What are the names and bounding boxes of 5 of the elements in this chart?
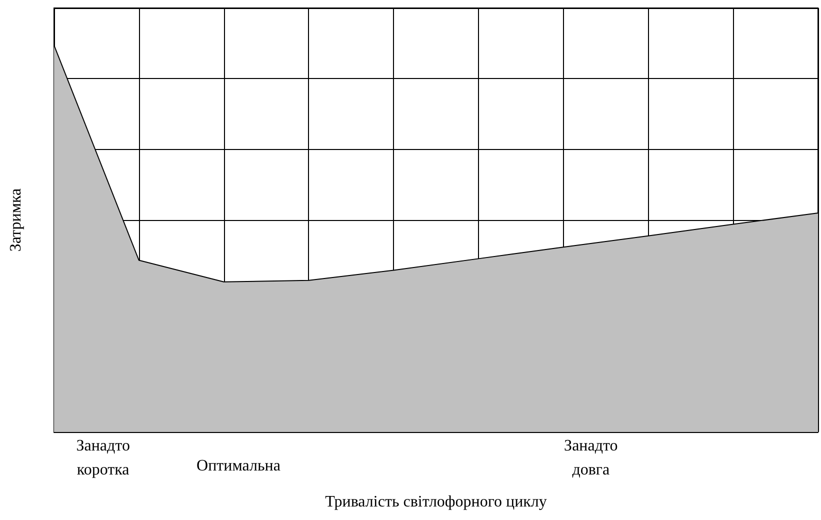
text: Занадто довга: [564, 438, 618, 478]
text: Оптимальна: [196, 458, 280, 474]
y-axis-title: Затримка: [8, 188, 24, 252]
x-axis-title: Тривалість світлофорного циклу: [325, 494, 547, 510]
text: Занадто коротка: [76, 438, 130, 478]
